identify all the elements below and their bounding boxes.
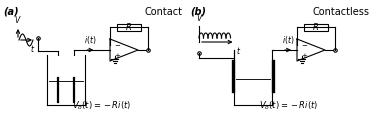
- Text: $-$: $-$: [301, 42, 308, 48]
- Text: (a): (a): [3, 7, 19, 17]
- Text: $i(t)$: $i(t)$: [84, 34, 96, 46]
- Text: $+$: $+$: [301, 51, 308, 60]
- Text: $V_o(t) = - Ri(t)$: $V_o(t) = - Ri(t)$: [259, 99, 318, 112]
- Text: $t$: $t$: [30, 43, 35, 54]
- Text: $V_o(t) = - Ri(t)$: $V_o(t) = - Ri(t)$: [72, 99, 131, 112]
- Text: Contact: Contact: [145, 7, 183, 17]
- Text: $i(t)$: $i(t)$: [282, 34, 294, 46]
- Bar: [117, 24, 141, 30]
- Text: $R$: $R$: [313, 21, 319, 33]
- Text: $R$: $R$: [126, 21, 132, 33]
- Bar: [304, 24, 328, 30]
- Text: $V$: $V$: [196, 12, 204, 23]
- Text: $V$: $V$: [14, 14, 22, 25]
- Text: $-$: $-$: [114, 42, 121, 48]
- Text: $+$: $+$: [114, 51, 121, 60]
- Text: (b): (b): [190, 7, 206, 17]
- Text: $t$: $t$: [236, 45, 242, 56]
- Text: Contactless: Contactless: [313, 7, 370, 17]
